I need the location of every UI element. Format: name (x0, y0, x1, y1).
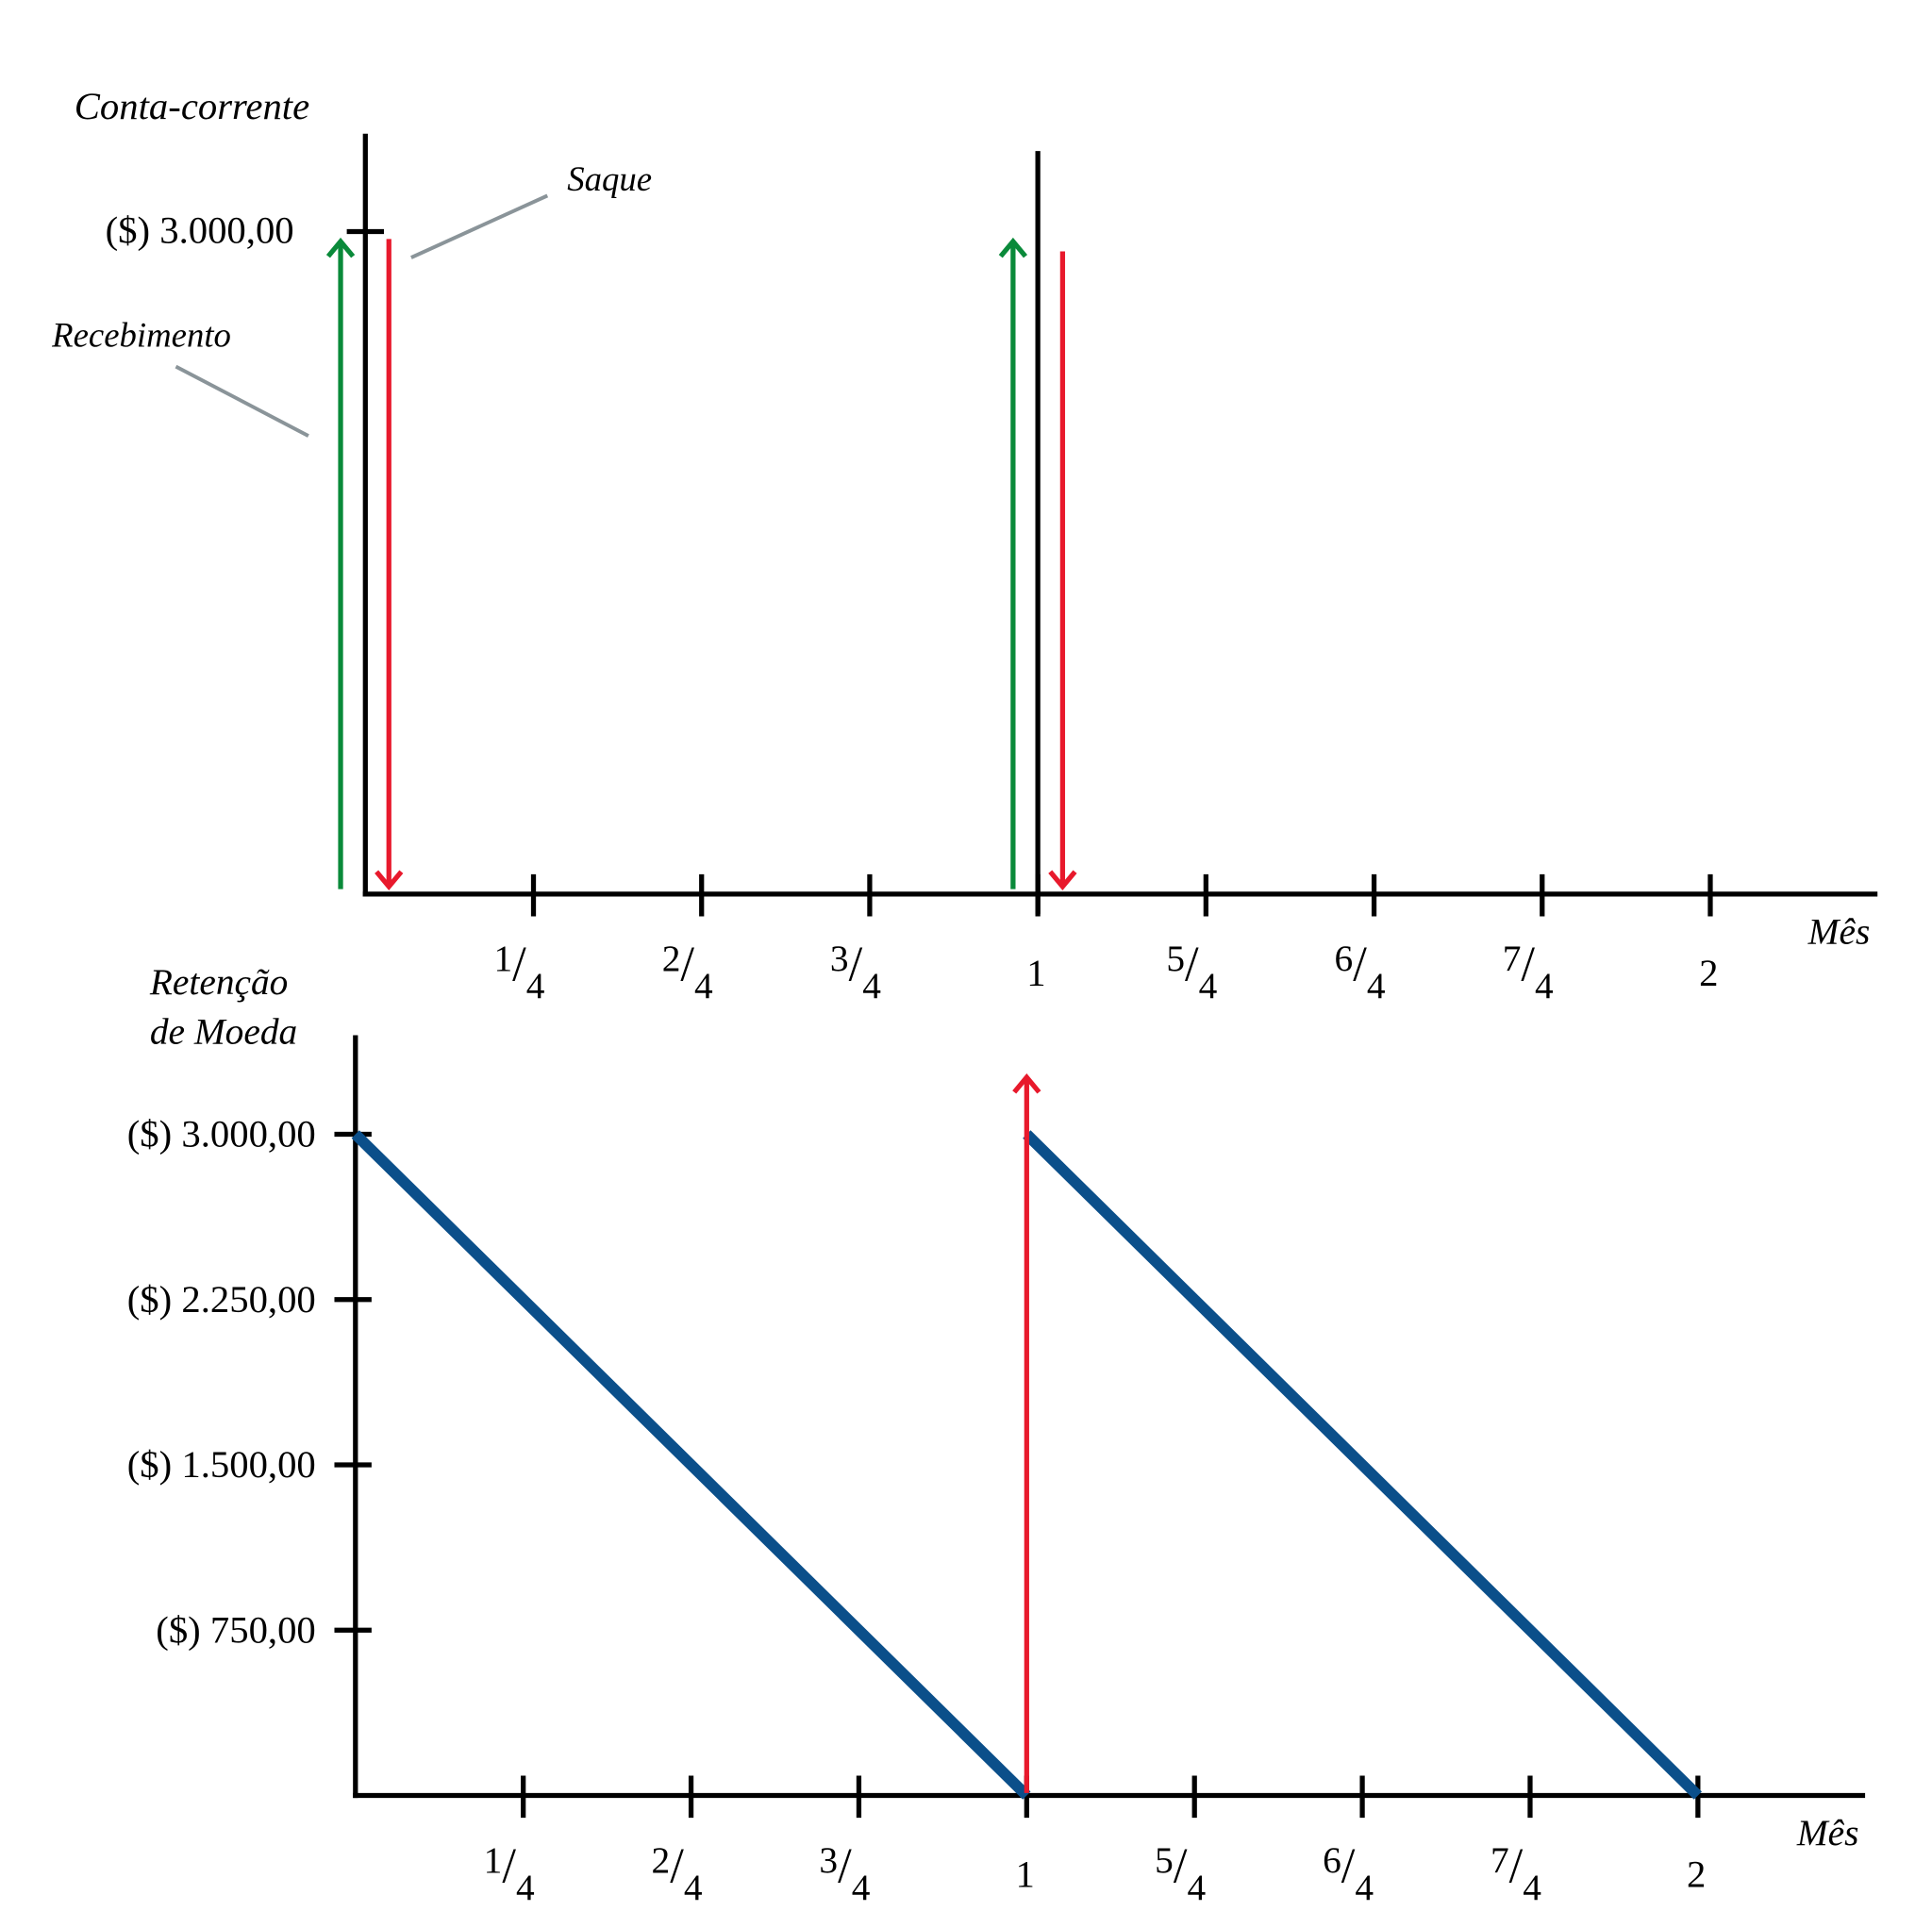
x-tick-label: 1 (1026, 952, 1045, 994)
x-tick-label: 7/4 (1491, 1838, 1541, 1907)
withdrawal-arrow-head (1048, 870, 1077, 891)
bottom-x-axis-label: Mês (1796, 1812, 1859, 1853)
x-tick-label: 3/4 (830, 938, 881, 1006)
x-tick-label: 2/4 (662, 938, 713, 1006)
x-tick-label: 1/4 (484, 1838, 535, 1907)
checking-account-chart: Conta-corrente ($) 3.000,00 Saque Recebi… (51, 85, 1878, 1006)
refill-arrow-head (1012, 1073, 1041, 1094)
top-x-axis-label: Mês (1807, 910, 1871, 952)
receipt-annotation: Recebimento (51, 316, 231, 355)
y-tick-label: ($) 3.000,00 (127, 1113, 316, 1155)
receipt-arrow-head (998, 237, 1028, 258)
y-tick-label: ($) 2.250,00 (127, 1278, 316, 1321)
top-y-tick-label: ($) 3.000,00 (106, 208, 294, 251)
x-tick-label: 1 (1016, 1853, 1035, 1896)
balance-line (1023, 1130, 1702, 1800)
x-tick-label: 1/4 (494, 938, 545, 1006)
x-tick-label: 3/4 (819, 1838, 870, 1907)
bottom-chart-title-line2: de Moeda (150, 1011, 297, 1053)
x-tick-label: 6/4 (1323, 1838, 1374, 1907)
y-tick-label: ($) 1.500,00 (127, 1443, 316, 1486)
x-tick-label: 7/4 (1503, 938, 1554, 1006)
receipt-arrow-head (325, 237, 356, 258)
balance-line (351, 1130, 1031, 1800)
withdrawal-annotation: Saque (567, 159, 652, 198)
x-tick-label: 5/4 (1166, 938, 1217, 1006)
bottom-chart-title-line1: Retenção (149, 961, 288, 1003)
x-tick-label: 2/4 (652, 1838, 703, 1907)
withdrawal-leader-line (410, 193, 549, 259)
withdrawal-arrow-head (375, 870, 404, 891)
money-holdings-chart: Retenção de Moeda Mês ($) 3.000,00 ($) 2.… (127, 961, 1866, 1908)
x-tick-label: 5/4 (1155, 1838, 1206, 1907)
x-tick-label: 2 (1699, 952, 1718, 994)
x-tick-label: 6/4 (1335, 938, 1386, 1006)
top-chart-title: Conta-corrente (75, 85, 309, 127)
x-tick-label: 2 (1687, 1853, 1706, 1896)
y-tick-label: ($) 750,00 (156, 1608, 316, 1651)
receipt-leader-line (175, 364, 309, 438)
